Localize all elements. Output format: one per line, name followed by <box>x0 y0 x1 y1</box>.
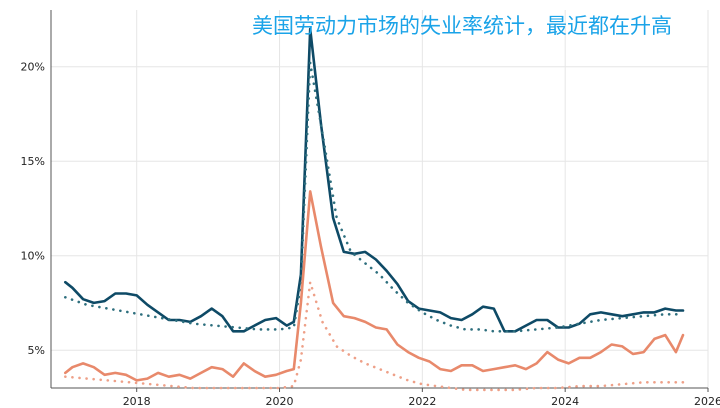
x-tick-label: 2022 <box>408 395 436 408</box>
series-line-1-solid <box>64 27 685 333</box>
x-tick-label: 2026 <box>694 395 720 408</box>
y-tick-label: 20% <box>21 61 45 74</box>
x-tick-label: 2018 <box>123 395 151 408</box>
series-line-3-solid <box>64 190 685 382</box>
y-tick-label: 15% <box>21 155 45 168</box>
chart-title: 美国劳动力市场的失业率统计，最近都在升高 <box>252 14 672 38</box>
series-layer <box>64 27 685 392</box>
y-tick-label: 5% <box>28 344 45 357</box>
x-tick-label: 2024 <box>551 395 579 408</box>
y-tick-label: 10% <box>21 250 45 263</box>
x-tick-label: 2020 <box>266 395 294 408</box>
series-line-4-dotted <box>64 280 685 392</box>
tick-labels: 5% 10% 15% 20% 2018 2020 2022 2024 2026 <box>21 61 720 408</box>
grid <box>51 10 709 388</box>
axes <box>50 10 709 392</box>
series-line-2-dotted <box>64 61 685 333</box>
